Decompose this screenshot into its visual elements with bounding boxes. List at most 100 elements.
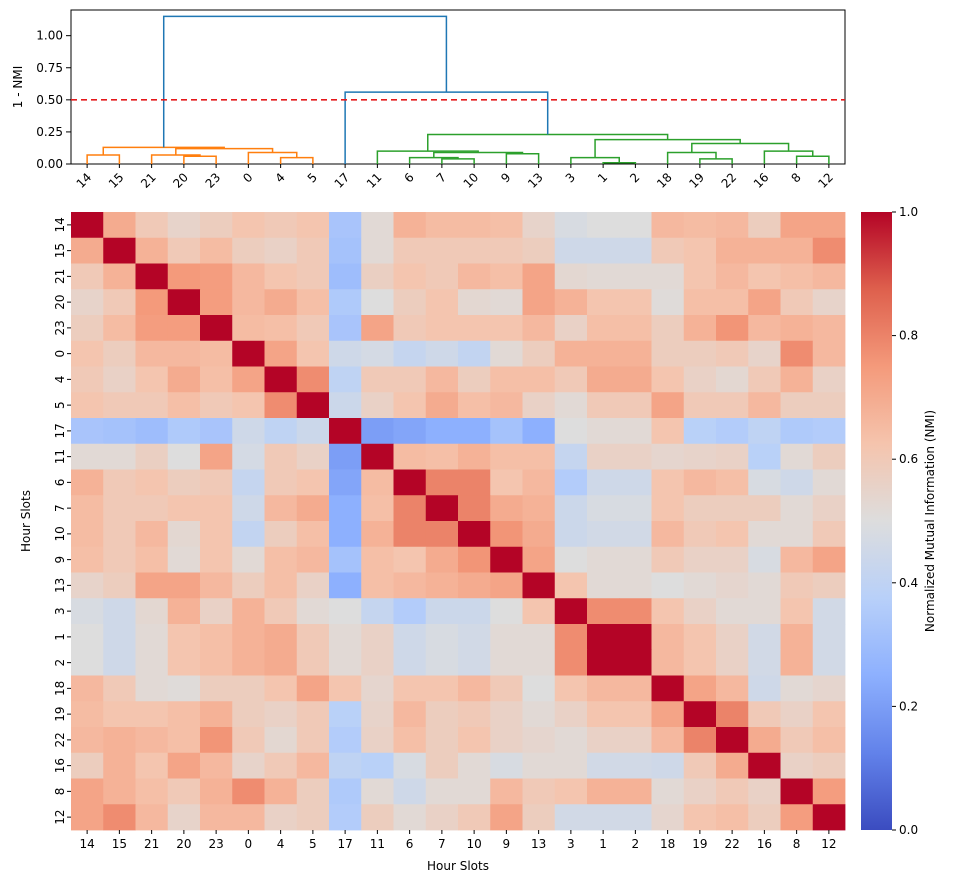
heatmap-cell [651, 495, 685, 522]
heatmap-panel: 14 15 21 20 23 0 4 5 17 11 6 7 10 9 13 3 1 2 18 19 22 16 8 12 1… [19, 212, 846, 873]
heatmap-cell [296, 804, 330, 831]
heatmap-y-tick-label: 3 [53, 607, 67, 615]
heatmap-cell [458, 649, 491, 676]
dendrogram-leaf-label: 17 [332, 170, 353, 191]
heatmap-cell [329, 237, 362, 264]
heatmap-cell [296, 340, 330, 367]
heatmap-cell [812, 804, 846, 831]
heatmap-cell [264, 675, 298, 702]
heatmap-cell [458, 443, 491, 470]
dendrogram-y-tick-label: 0.00 [36, 157, 63, 171]
heatmap-cell [425, 443, 459, 470]
heatmap-x-tick-label: 6 [406, 837, 414, 851]
heatmap-cell [554, 598, 588, 625]
dendrogram-link [795, 155, 830, 164]
heatmap-cell [748, 366, 781, 393]
heatmap-cell [812, 752, 846, 779]
heatmap-cell [458, 701, 491, 728]
heatmap-cell [135, 315, 169, 342]
heatmap-cell [232, 289, 265, 316]
heatmap-cell [361, 546, 394, 573]
heatmap-cell [329, 340, 362, 367]
heatmap-cell [716, 598, 749, 625]
heatmap-cell [554, 727, 588, 754]
heatmap-cell [748, 469, 781, 496]
dendrogram-plot-area [70, 9, 846, 165]
heatmap-cell [812, 727, 846, 754]
heatmap-cell [135, 521, 169, 548]
heatmap-cell [780, 366, 814, 393]
heatmap-x-tick-label: 8 [793, 837, 801, 851]
heatmap-cell [812, 675, 846, 702]
heatmap-cell [393, 263, 427, 290]
heatmap-cell [296, 649, 330, 676]
dendrogram-y-tick-label: 0.75 [36, 61, 63, 75]
heatmap-cell [522, 263, 556, 290]
heatmap-cell [232, 443, 265, 470]
heatmap-cell [71, 546, 104, 573]
heatmap-cell [683, 340, 717, 367]
heatmap-cell [361, 727, 394, 754]
heatmap-y-tick-label: 21 [53, 269, 67, 284]
heatmap-cell [232, 495, 265, 522]
heatmap-cell [651, 392, 685, 419]
heatmap-cell [619, 263, 652, 290]
heatmap-cell [780, 546, 814, 573]
heatmap-cell [296, 701, 330, 728]
heatmap-cell [103, 778, 136, 805]
heatmap-cell [329, 521, 362, 548]
heatmap-cell [232, 598, 265, 625]
heatmap-cell [490, 392, 523, 419]
heatmap-cell [425, 340, 459, 367]
heatmap-cell [296, 289, 330, 316]
heatmap-cell [683, 263, 717, 290]
heatmap-cell [651, 804, 685, 831]
heatmap-cell [135, 418, 169, 445]
heatmap-cell [264, 263, 298, 290]
heatmap-cell [683, 289, 717, 316]
heatmap-cell [232, 340, 265, 367]
heatmap-cell [167, 624, 201, 651]
heatmap-cell [780, 469, 814, 496]
heatmap-cell [651, 778, 685, 805]
heatmap-cell [200, 624, 233, 651]
heatmap-cell [619, 572, 652, 599]
heatmap-cell [587, 546, 620, 573]
heatmap-cell [103, 495, 136, 522]
heatmap-cell [748, 443, 781, 470]
heatmap-cell [200, 418, 233, 445]
heatmap-cell [458, 804, 491, 831]
heatmap-cell [329, 701, 362, 728]
dendrogram-leaf-label: 20 [170, 170, 191, 191]
heatmap-cell [490, 804, 523, 831]
heatmap-cell [329, 778, 362, 805]
dendrogram-link [162, 15, 448, 148]
heatmap-cell [425, 495, 459, 522]
heatmap-cell [296, 237, 330, 264]
heatmap-cell [135, 572, 169, 599]
heatmap-x-tick-label: 4 [277, 837, 285, 851]
heatmap-cell [329, 392, 362, 419]
heatmap-cell [135, 624, 169, 651]
heatmap-cell [490, 418, 523, 445]
heatmap-x-tick-label: 20 [176, 837, 191, 851]
heatmap-cell [135, 212, 169, 239]
heatmap-cell [651, 701, 685, 728]
heatmap-cell [587, 752, 620, 779]
heatmap-cell [329, 752, 362, 779]
heatmap-cell [522, 340, 556, 367]
heatmap-cell [716, 392, 749, 419]
heatmap-cell [71, 701, 104, 728]
heatmap-cell [200, 212, 233, 239]
heatmap-x-tick-label: 23 [208, 837, 223, 851]
heatmap-cell [425, 778, 459, 805]
heatmap-cell [361, 752, 394, 779]
heatmap-cell [554, 443, 588, 470]
heatmap-cell [135, 366, 169, 393]
heatmap-cell [748, 598, 781, 625]
heatmap-cell [780, 521, 814, 548]
heatmap-cell [812, 469, 846, 496]
heatmap-cell [264, 546, 298, 573]
heatmap-cell [780, 778, 814, 805]
heatmap-cell [651, 289, 685, 316]
